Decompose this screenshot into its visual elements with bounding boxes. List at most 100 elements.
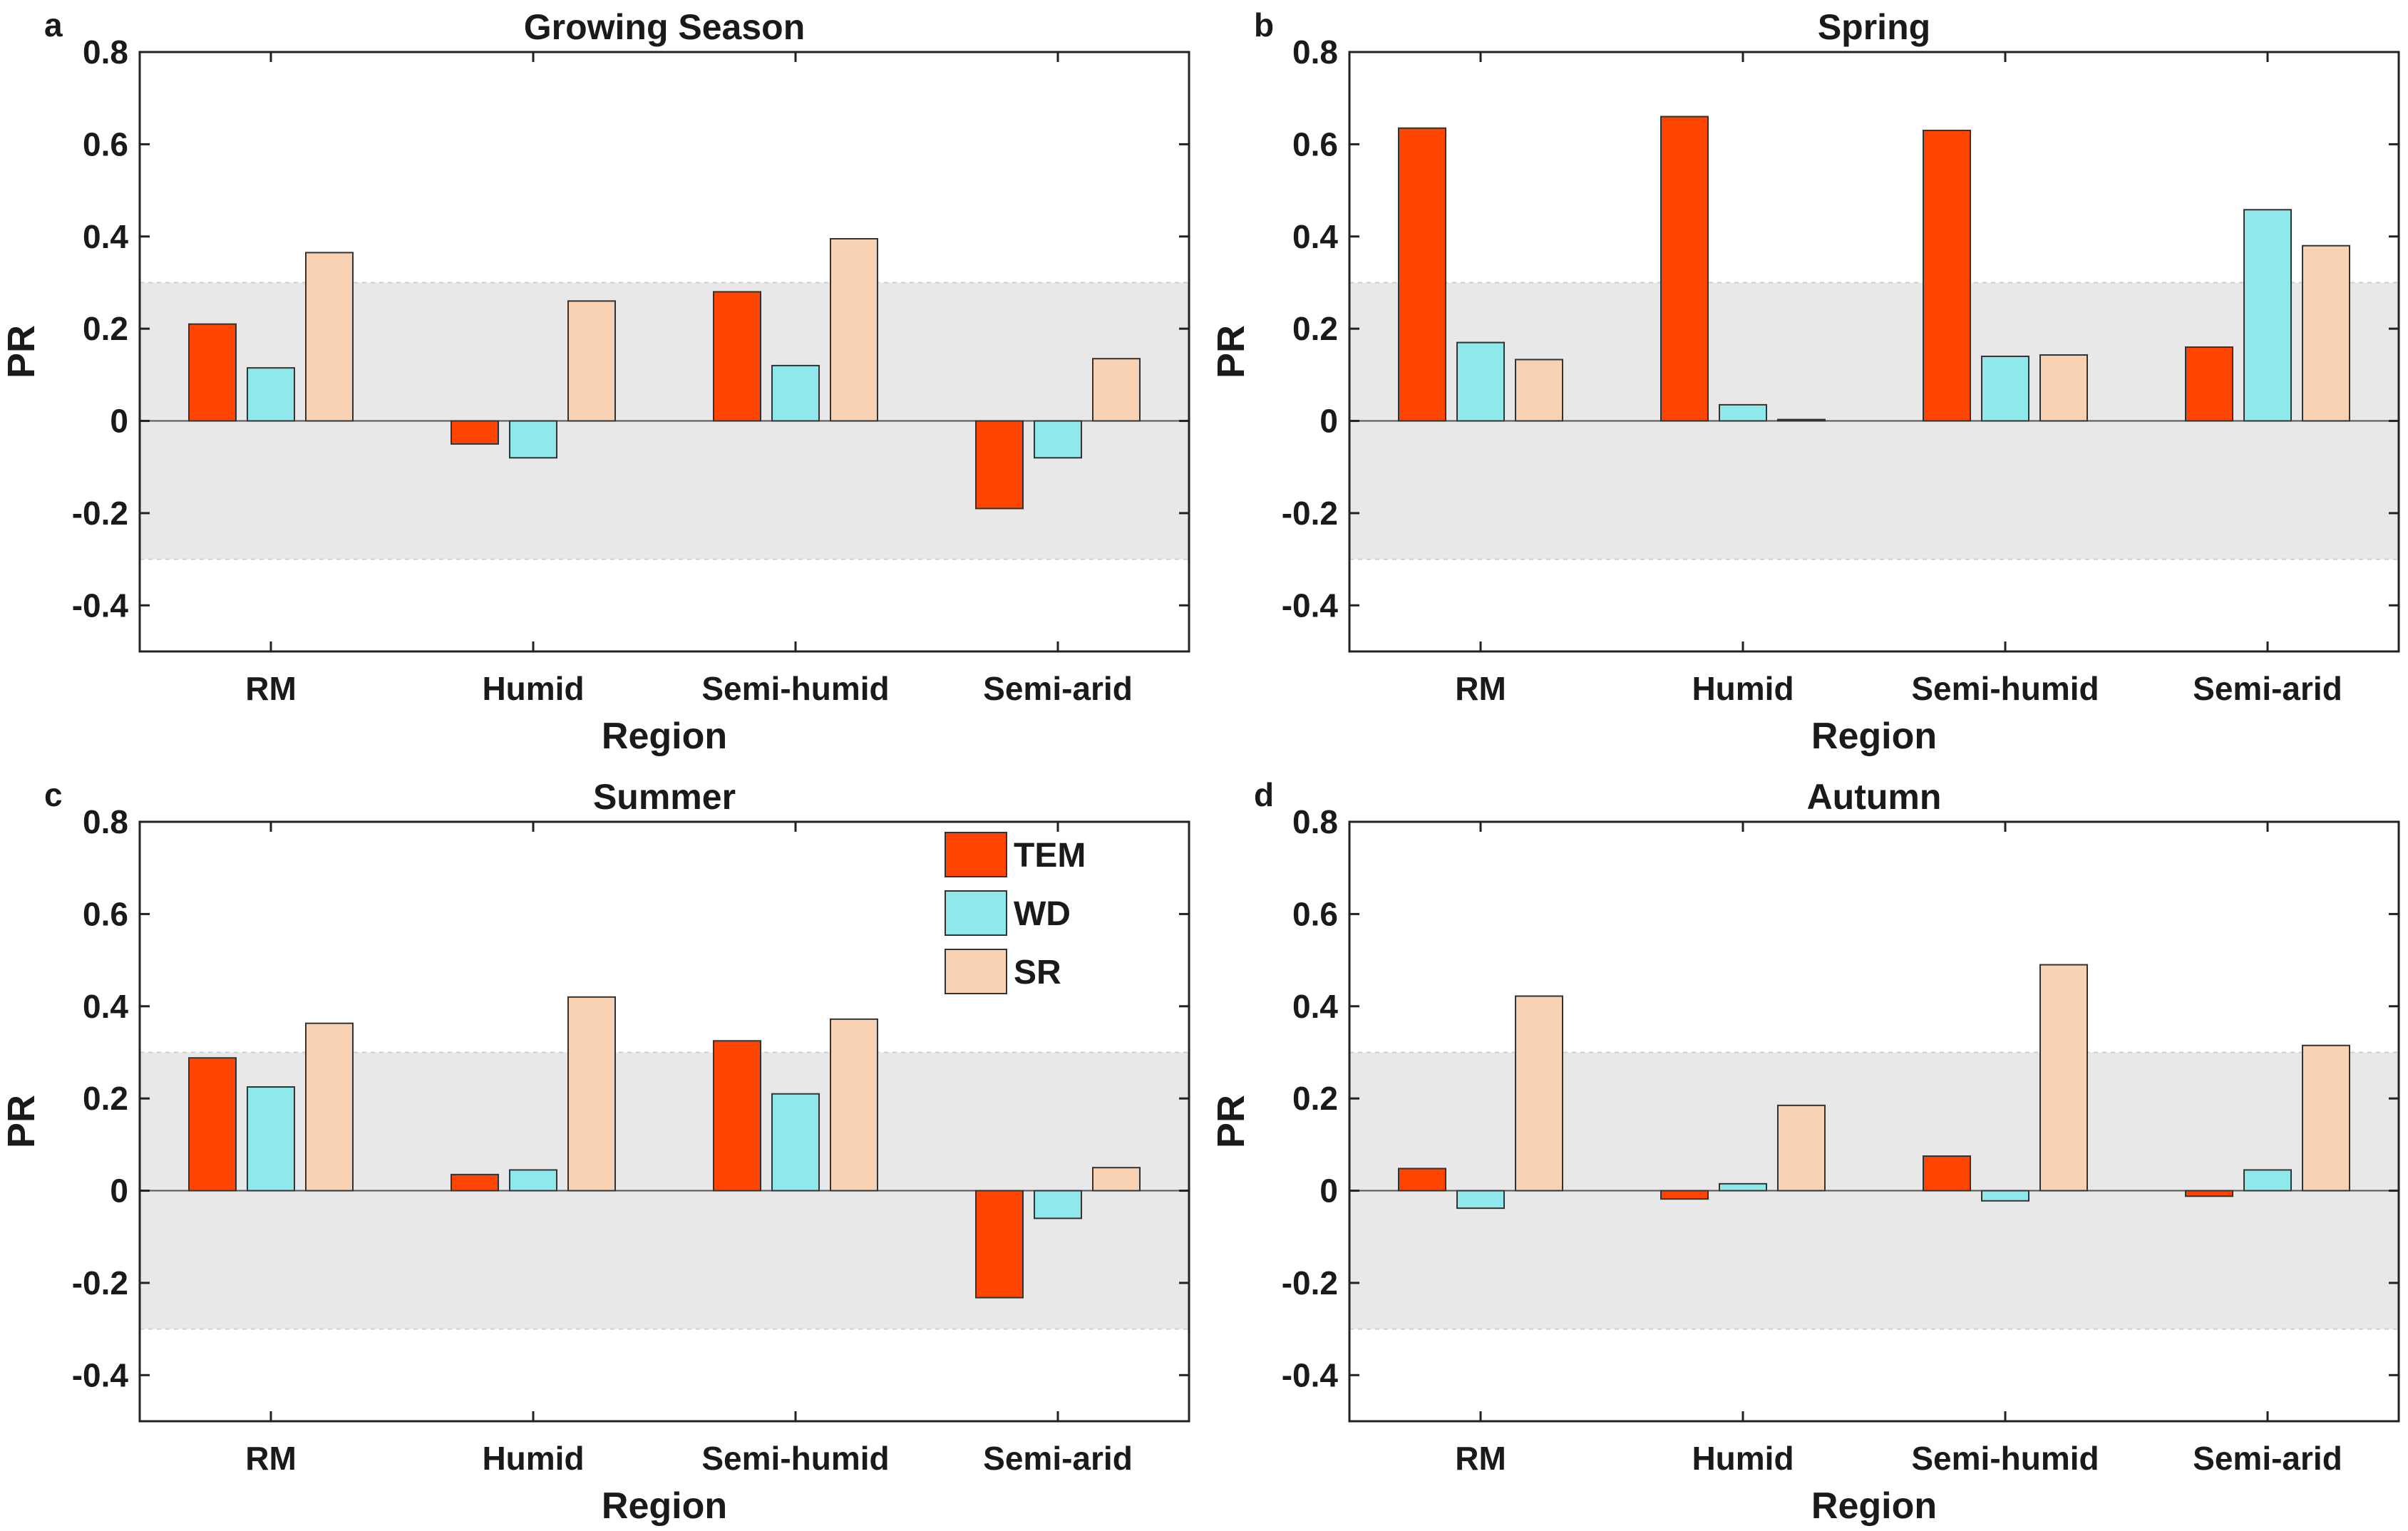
bar-tem-rm: [1398, 127, 1446, 422]
bar-wd-semi-humid: [1981, 1190, 2029, 1202]
y-tick-label: 0.6: [83, 125, 128, 163]
axes-frame: [138, 820, 1190, 1423]
bar-sr-humid: [567, 996, 616, 1192]
y-tick-label: 0.8: [83, 803, 128, 840]
bar-tem-semi-arid: [975, 420, 1024, 510]
legend-swatch-wd: [945, 890, 1007, 936]
bar-sr-humid: [1777, 1104, 1826, 1192]
chart-title: Growing Season: [524, 7, 806, 47]
y-tick-label: 0.2: [83, 1080, 128, 1117]
bar-wd-humid: [1719, 1182, 1767, 1192]
bar-tem-semi-humid: [713, 291, 761, 422]
y-tick-label: 0.4: [1292, 988, 1338, 1025]
x-tick-label: RM: [1455, 670, 1506, 707]
bar-sr-rm: [305, 252, 354, 422]
y-axis-label: PR: [1210, 1095, 1252, 1148]
x-tick-label: RM: [1455, 1440, 1506, 1477]
y-tick-label: 0.6: [1292, 895, 1338, 932]
y-tick-label: 0.4: [83, 988, 128, 1025]
y-axis-label: PR: [1210, 325, 1252, 378]
y-tick-label: 0.6: [1292, 125, 1338, 163]
legend: TEM WD SR: [945, 832, 1086, 994]
axes-frame: [138, 51, 1190, 653]
legend-label-tem: TEM: [1014, 837, 1086, 875]
x-axis-label: Region: [1811, 1485, 1937, 1527]
x-axis-label: Region: [1811, 716, 1937, 757]
x-tick-label: Humid: [1692, 670, 1794, 707]
x-tick-label: Semi-arid: [2193, 1440, 2342, 1477]
bar-sr-rm: [1515, 995, 1563, 1192]
y-tick-label: -0.2: [1282, 495, 1338, 532]
x-tick-label: Semi-arid: [983, 670, 1133, 707]
y-tick-label: 0: [1319, 403, 1338, 440]
bar-wd-rm: [1456, 341, 1505, 422]
bar-wd-humid: [1719, 403, 1767, 422]
y-tick-label: 0: [1319, 1172, 1338, 1210]
panel-letter: c: [44, 776, 63, 813]
bar-wd-humid: [509, 420, 557, 459]
bar-tem-semi-humid: [713, 1040, 761, 1192]
panel-d: RM Humid Semi-humid Semi-arid 0.8 0.6 0.4 0.2 0 -…: [1210, 776, 2400, 1527]
bar-tem-semi-arid: [2185, 1190, 2233, 1197]
bar-tem-semi-humid: [1923, 1155, 1971, 1192]
panel-letter: a: [44, 6, 63, 43]
y-tick-label: -0.4: [1282, 587, 1339, 624]
y-tick-label: 0: [110, 1172, 128, 1210]
bar-tem-semi-humid: [1923, 129, 1971, 422]
y-tick-label: 0.6: [83, 895, 128, 932]
y-tick-label: -0.2: [1282, 1264, 1338, 1301]
bar-wd-semi-humid: [771, 364, 820, 422]
bar-sr-semi-humid: [2039, 964, 2088, 1192]
y-tick-label: 0.2: [1292, 310, 1338, 347]
x-tick-label: RM: [245, 670, 297, 707]
panel-c: RM Humid Semi-humid Semi-arid 0.8 0.6 0.4 0.2 0 -…: [0, 776, 1190, 1527]
bar-wd-semi-arid: [2243, 1169, 2292, 1192]
panel-letter: b: [1254, 6, 1274, 43]
x-tick-label: Humid: [482, 1440, 584, 1477]
x-tick-label: Humid: [482, 670, 584, 707]
y-tick-label: -0.4: [72, 1356, 129, 1393]
x-tick-label: RM: [245, 1440, 297, 1477]
panel-letter: d: [1254, 776, 1274, 813]
bar-tem-humid: [1660, 1190, 1709, 1200]
x-tick-label: Semi-humid: [701, 1440, 889, 1477]
x-tick-label: Humid: [1692, 1440, 1794, 1477]
bar-wd-semi-humid: [1981, 355, 2029, 422]
panel-a: RM Humid Semi-humid Semi-arid 0.8 0.6 0.4 0.2 0 -…: [0, 6, 1190, 757]
bar-wd-rm: [247, 1086, 295, 1192]
bar-sr-semi-humid: [830, 1018, 878, 1192]
chart-title: Autumn: [1807, 777, 1942, 817]
legend-swatch-sr: [945, 949, 1007, 994]
bar-tem-humid: [1660, 115, 1709, 422]
bar-tem-semi-arid: [975, 1190, 1024, 1299]
x-tick-label: Semi-arid: [983, 1440, 1133, 1477]
y-tick-label: 0.8: [1292, 33, 1338, 71]
x-axis-label: Region: [602, 716, 727, 757]
y-tick-label: 0.8: [83, 33, 128, 71]
bar-wd-rm: [1456, 1190, 1505, 1210]
bar-sr-semi-arid: [2302, 1044, 2350, 1192]
bar-wd-semi-arid: [1034, 1190, 1082, 1220]
y-tick-label: 0: [110, 403, 128, 440]
bar-tem-rm: [188, 323, 237, 422]
bar-sr-semi-arid: [1092, 358, 1141, 422]
bar-tem-humid: [451, 1173, 499, 1192]
bar-wd-semi-humid: [771, 1093, 820, 1192]
y-axis-label: PR: [0, 325, 43, 378]
bar-tem-rm: [1398, 1167, 1446, 1192]
x-tick-label: Semi-arid: [2193, 670, 2342, 707]
y-tick-label: -0.2: [72, 1264, 128, 1301]
legend-label-wd: WD: [1014, 895, 1071, 933]
bar-sr-rm: [305, 1022, 354, 1192]
bar-sr-humid: [1777, 418, 1826, 422]
bar-sr-rm: [1515, 359, 1563, 422]
axes-frame: [1348, 820, 2400, 1423]
y-tick-label: -0.4: [72, 587, 129, 624]
chart-title: Spring: [1818, 7, 1930, 47]
y-tick-label: -0.4: [1282, 1356, 1339, 1393]
legend-label-sr: SR: [1014, 954, 1061, 991]
x-tick-label: Semi-humid: [1911, 670, 2099, 707]
y-tick-label: 0.2: [1292, 1080, 1338, 1117]
y-tick-label: -0.2: [72, 495, 128, 532]
